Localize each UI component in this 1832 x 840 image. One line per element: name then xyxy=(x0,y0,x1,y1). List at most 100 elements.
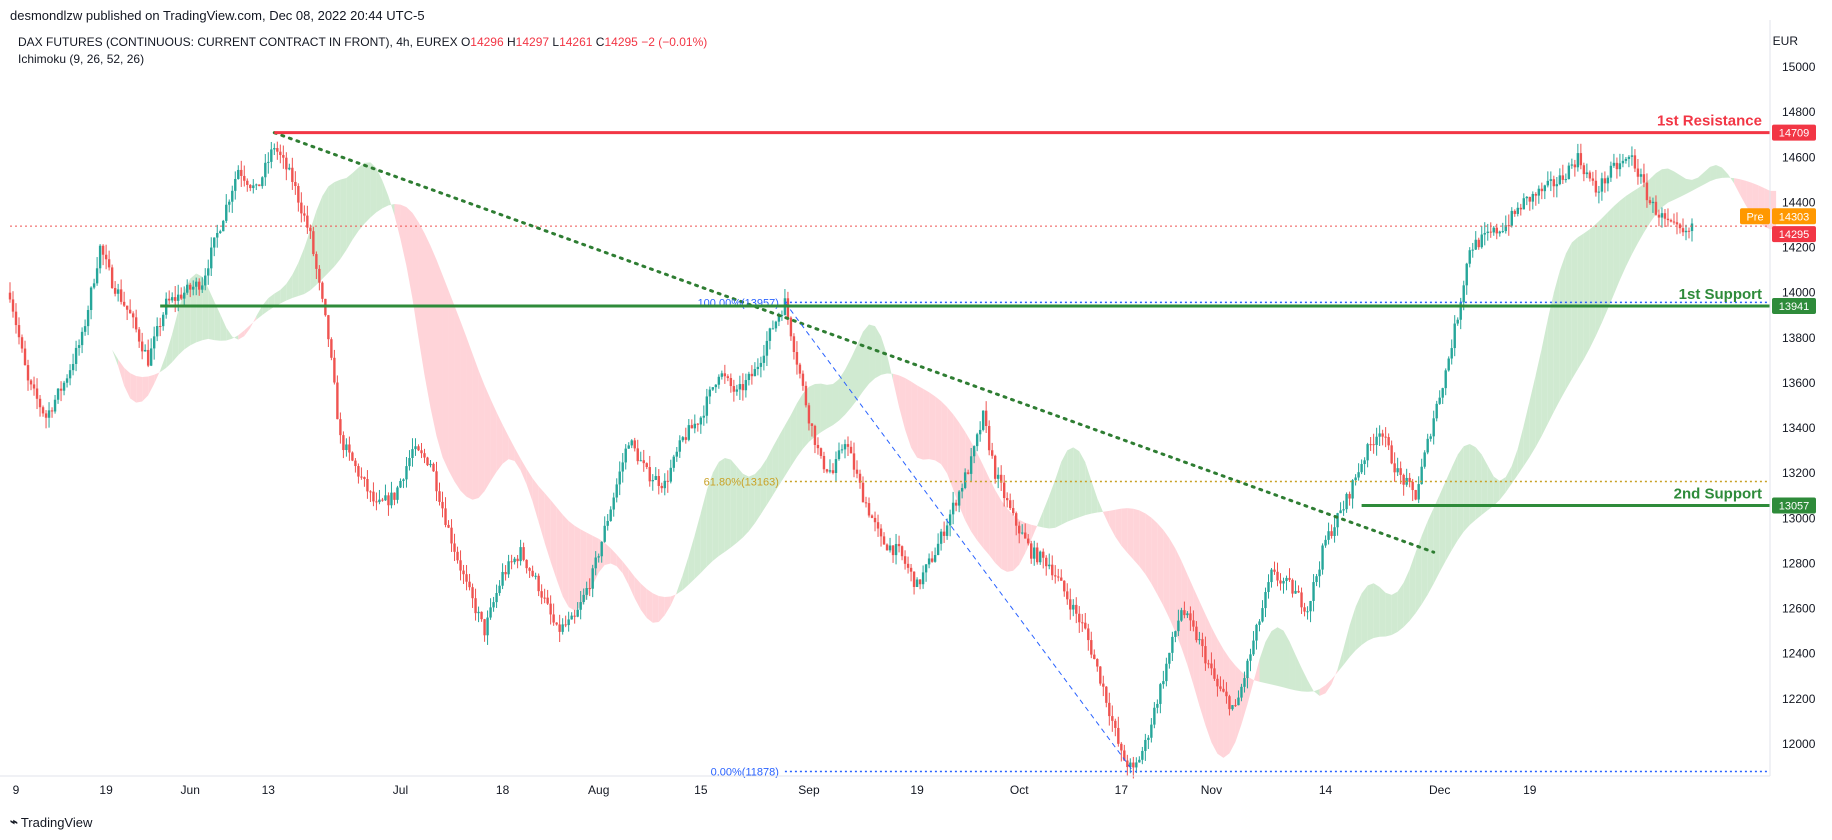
candle-body xyxy=(570,615,573,620)
cloud-segment xyxy=(1469,444,1476,525)
cloud-segment xyxy=(538,486,545,543)
cloud-segment xyxy=(742,473,749,538)
candle-body xyxy=(465,574,468,582)
candle-body xyxy=(1132,762,1135,768)
candle-body xyxy=(1339,510,1342,514)
candle-body xyxy=(1309,600,1312,612)
candle-body xyxy=(1483,233,1486,235)
candle-body xyxy=(1537,188,1541,196)
cloud-segment xyxy=(1169,538,1176,633)
candle-body xyxy=(276,148,279,152)
change-value: −2 (−0.01%) xyxy=(641,35,708,49)
cloud-segment xyxy=(1415,535,1422,614)
candle-body xyxy=(1342,509,1345,511)
tradingview-brand[interactable]: ⌁ TradingView xyxy=(10,814,92,830)
time-tick-label: 14 xyxy=(1319,783,1333,797)
candle-body xyxy=(738,384,742,390)
candle-body xyxy=(285,157,288,170)
candle-body xyxy=(384,495,387,501)
candle-body xyxy=(747,373,751,381)
candle-body xyxy=(1258,621,1261,625)
candle-body xyxy=(462,570,465,575)
candle-body xyxy=(318,268,321,283)
cloud-segment xyxy=(682,555,689,591)
candle-body xyxy=(234,179,237,191)
candle-body xyxy=(600,541,603,557)
candle-body xyxy=(1432,418,1435,437)
low-value: 14261 xyxy=(559,35,593,49)
cloud-segment xyxy=(394,204,401,240)
candle-body xyxy=(1510,210,1513,226)
cloud-segment xyxy=(1283,630,1290,689)
candle-body xyxy=(1159,684,1162,704)
candle-body xyxy=(1102,683,1105,687)
candle-body xyxy=(158,326,162,328)
candle-body xyxy=(996,474,1000,479)
cloud-segment xyxy=(1499,476,1506,500)
candle-body xyxy=(1426,438,1429,453)
candle-body xyxy=(1534,193,1538,196)
candle-body xyxy=(152,336,156,349)
candle-body xyxy=(1087,628,1090,641)
candle-body xyxy=(867,503,871,516)
cloud-segment xyxy=(1505,465,1512,493)
candle-body xyxy=(1351,480,1354,499)
candle-body xyxy=(645,463,648,468)
price-axis[interactable]: 12000 12200 12400 12600 12800 13000 13200 13400… xyxy=(1769,20,1816,776)
candle-body xyxy=(1279,580,1282,584)
candle-body xyxy=(1660,213,1664,218)
candle-body xyxy=(576,609,579,617)
price-tick-label: 13400 xyxy=(1782,421,1816,435)
candle-body xyxy=(1480,234,1483,248)
candle-body xyxy=(966,472,970,474)
cloud-segment xyxy=(1265,631,1272,685)
cloud-segment xyxy=(334,179,341,267)
candle-body xyxy=(537,575,540,592)
cloud-segment xyxy=(286,274,293,301)
candle-body xyxy=(1180,610,1183,621)
candle-body xyxy=(1414,490,1417,500)
time-tick-label: Jul xyxy=(393,783,408,797)
candle-body xyxy=(438,491,441,502)
cloud-segment xyxy=(1391,591,1398,636)
cloud-segment xyxy=(166,334,173,368)
time-axis[interactable]: 9 19 Jun 13 Jul 18 Aug 15 Sep 19 Oct 17 Nov 14 Dec 19 xyxy=(0,775,1770,797)
candle-body xyxy=(1327,531,1330,540)
cloud-segment xyxy=(1728,174,1735,184)
cloud-segment xyxy=(1667,168,1674,203)
cloud-segment xyxy=(376,168,383,213)
candle-body xyxy=(891,545,895,556)
candle-body xyxy=(1066,591,1069,600)
time-tick-label: 19 xyxy=(1523,783,1537,797)
candle-body xyxy=(327,315,330,340)
candle-body xyxy=(993,455,997,479)
candle-body xyxy=(1639,174,1643,177)
cloud-segment xyxy=(1031,524,1038,540)
cloud-segment xyxy=(1704,166,1711,185)
ichimoku-indicator-label[interactable]: Ichimoku (9, 26, 52, 26) xyxy=(18,52,145,66)
candle-body xyxy=(1237,697,1240,706)
cloud-segment xyxy=(863,324,870,392)
candle-body xyxy=(381,499,384,501)
candle-body xyxy=(1552,179,1556,187)
candle-body xyxy=(825,469,829,472)
cloud-segment xyxy=(1319,684,1326,696)
candle-body xyxy=(1663,213,1667,219)
candle-body xyxy=(828,470,832,472)
candle-body xyxy=(279,151,282,156)
candle-body xyxy=(678,440,681,452)
candle-body xyxy=(756,366,760,370)
cloud-segment xyxy=(1337,648,1344,673)
candle-body xyxy=(149,348,153,366)
candle-body xyxy=(1201,639,1204,647)
cloud-segment xyxy=(502,424,509,464)
candle-body xyxy=(330,339,333,358)
candle-body xyxy=(1105,686,1108,703)
candle-body xyxy=(1438,397,1441,404)
cloud-segment xyxy=(1061,450,1068,525)
candle-body xyxy=(1162,681,1165,685)
cloud-segment xyxy=(1403,569,1410,627)
candle-body xyxy=(492,602,495,608)
candle-body xyxy=(1246,660,1249,679)
